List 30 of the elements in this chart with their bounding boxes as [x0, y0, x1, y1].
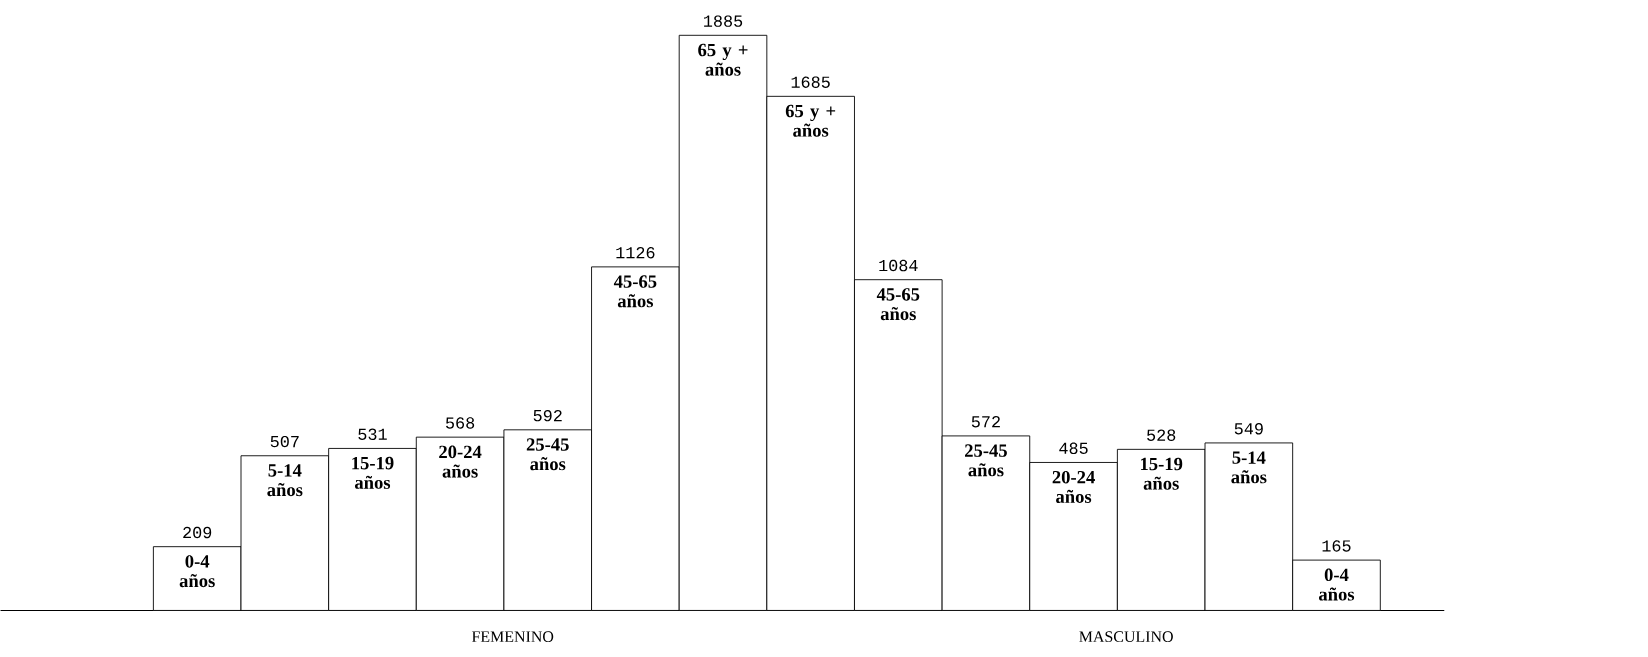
x-tick-label: 20-24 años: [1052, 471, 1095, 504]
x-tick-label: 45-65 años: [613, 275, 657, 308]
x-tick-label: 25-45 años: [526, 438, 569, 471]
data-label: 568: [446, 417, 475, 429]
data-label: 165: [1322, 540, 1351, 552]
data-label: 1126: [616, 247, 655, 259]
text: MASCULINO: [1079, 631, 1173, 643]
data-label: 572: [971, 416, 1000, 428]
x-tick-label: 0-4 años: [179, 555, 215, 588]
x-tick-label: 5-14 años: [267, 464, 303, 497]
x-tick-label: 20-24 años: [439, 445, 482, 478]
x-tick-label: 65 y + años: [698, 43, 748, 76]
data-label: 531: [358, 428, 387, 441]
data-label: 485: [1059, 442, 1088, 455]
x-tick-label: 45-65 años: [876, 288, 920, 321]
data-label: 1685: [791, 76, 830, 89]
data-label: 507: [270, 436, 299, 448]
x-tick-label: 65 y + años: [785, 105, 836, 137]
data-label: 528: [1147, 429, 1176, 442]
data-label: 549: [1234, 423, 1263, 435]
data-label: 209: [183, 527, 212, 539]
x-tick-label: 0-4 años: [1318, 568, 1355, 601]
x-tick-label: 15-19 años: [352, 457, 394, 490]
data-label: 592: [533, 410, 562, 422]
text: FEMENINO: [471, 631, 554, 643]
x-tick-label: 25-45 años: [965, 444, 1007, 477]
x-tick-label: 5-14 años: [1231, 451, 1267, 484]
data-label: 1084: [879, 260, 918, 272]
x-tick-label: 15-19 años: [1140, 458, 1183, 491]
data-label: 1885: [704, 15, 743, 28]
